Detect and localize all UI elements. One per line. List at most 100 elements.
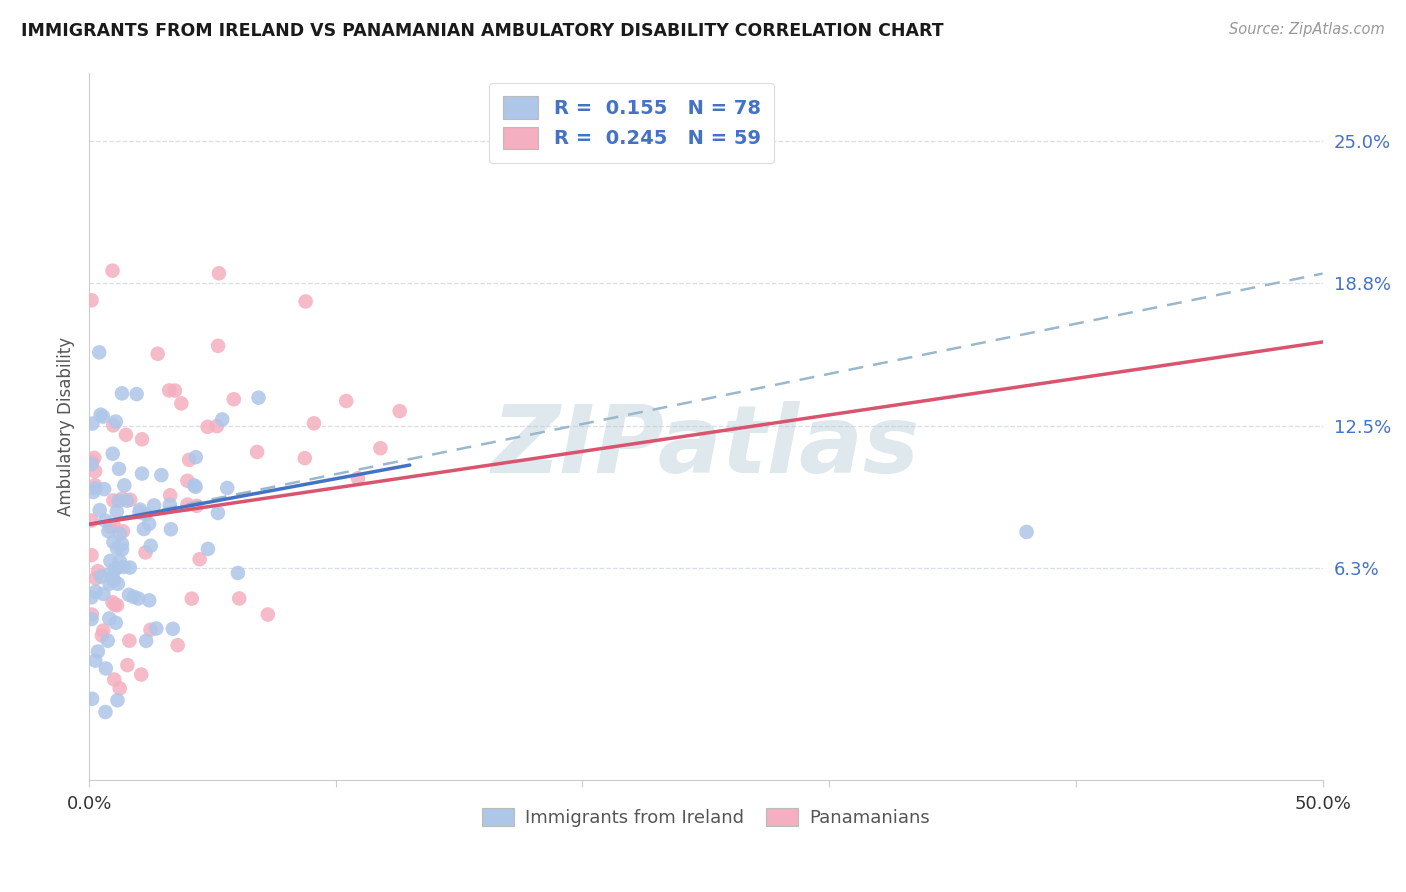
Point <box>205 419 228 434</box>
Point <box>138 516 160 531</box>
Point <box>93 587 115 601</box>
Point <box>162 622 184 636</box>
Point <box>370 441 392 455</box>
Point <box>146 347 169 361</box>
Point <box>103 535 125 549</box>
Point <box>80 607 103 622</box>
Point <box>208 266 231 280</box>
Point <box>80 548 103 562</box>
Point <box>103 493 125 508</box>
Point <box>207 506 229 520</box>
Point <box>129 502 152 516</box>
Point <box>84 481 107 495</box>
Point <box>111 386 134 401</box>
Point <box>188 552 211 566</box>
Point <box>87 564 110 578</box>
Point <box>82 455 104 469</box>
Point <box>80 457 103 471</box>
Point <box>107 494 129 508</box>
Point <box>132 522 155 536</box>
Point <box>84 584 107 599</box>
Point <box>104 598 127 612</box>
Point <box>138 593 160 607</box>
Point <box>122 590 145 604</box>
Point <box>186 499 208 513</box>
Point <box>105 505 128 519</box>
Point <box>107 693 129 707</box>
Point <box>97 524 120 539</box>
Point <box>159 498 181 512</box>
Point <box>101 570 124 584</box>
Point <box>197 541 219 556</box>
Point <box>160 522 183 536</box>
Point <box>207 339 229 353</box>
Point <box>170 396 193 410</box>
Point <box>217 481 239 495</box>
Point <box>112 560 135 574</box>
Point <box>80 612 103 626</box>
Point <box>294 451 316 466</box>
Point <box>197 420 219 434</box>
Point <box>111 542 134 557</box>
Point <box>80 591 103 605</box>
Point <box>179 453 201 467</box>
Legend: Immigrants from Ireland, Panamanians: Immigrants from Ireland, Panamanians <box>475 800 938 834</box>
Point <box>145 622 167 636</box>
Point <box>103 418 125 433</box>
Point <box>108 554 131 568</box>
Point <box>347 471 370 485</box>
Point <box>184 480 207 494</box>
Point <box>166 638 188 652</box>
Point <box>139 539 162 553</box>
Point <box>111 491 134 506</box>
Point <box>176 474 198 488</box>
Point <box>294 294 316 309</box>
Point <box>84 571 107 585</box>
Point <box>83 450 105 465</box>
Point <box>117 658 139 673</box>
Point <box>1015 524 1038 539</box>
Point <box>111 537 134 551</box>
Point <box>131 467 153 481</box>
Point <box>120 492 142 507</box>
Point <box>163 384 186 398</box>
Point <box>89 503 111 517</box>
Point <box>139 623 162 637</box>
Point <box>82 417 104 431</box>
Point <box>150 468 173 483</box>
Point <box>256 607 278 622</box>
Point <box>103 518 125 533</box>
Point <box>108 681 131 696</box>
Point <box>91 624 114 638</box>
Point <box>101 263 124 277</box>
Text: IMMIGRANTS FROM IRELAND VS PANAMANIAN AMBULATORY DISABILITY CORRELATION CHART: IMMIGRANTS FROM IRELAND VS PANAMANIAN AM… <box>21 22 943 40</box>
Point <box>335 394 357 409</box>
Point <box>98 566 121 581</box>
Point <box>90 569 112 583</box>
Point <box>222 392 245 407</box>
Point <box>226 566 249 580</box>
Point <box>80 293 103 308</box>
Point <box>98 611 121 625</box>
Point <box>134 545 156 559</box>
Point <box>184 450 207 465</box>
Point <box>83 478 105 492</box>
Point <box>104 615 127 630</box>
Point <box>97 633 120 648</box>
Point <box>90 408 112 422</box>
Y-axis label: Ambulatory Disability: Ambulatory Disability <box>58 337 75 516</box>
Point <box>98 520 121 534</box>
Point <box>159 488 181 502</box>
Point <box>112 478 135 492</box>
Point <box>104 415 127 429</box>
Point <box>211 412 233 426</box>
Point <box>131 432 153 446</box>
Point <box>157 384 180 398</box>
Point <box>84 654 107 668</box>
Point <box>103 574 125 588</box>
Point <box>84 464 107 478</box>
Point <box>183 478 205 492</box>
Point <box>87 644 110 658</box>
Point <box>98 554 121 568</box>
Point <box>105 599 128 613</box>
